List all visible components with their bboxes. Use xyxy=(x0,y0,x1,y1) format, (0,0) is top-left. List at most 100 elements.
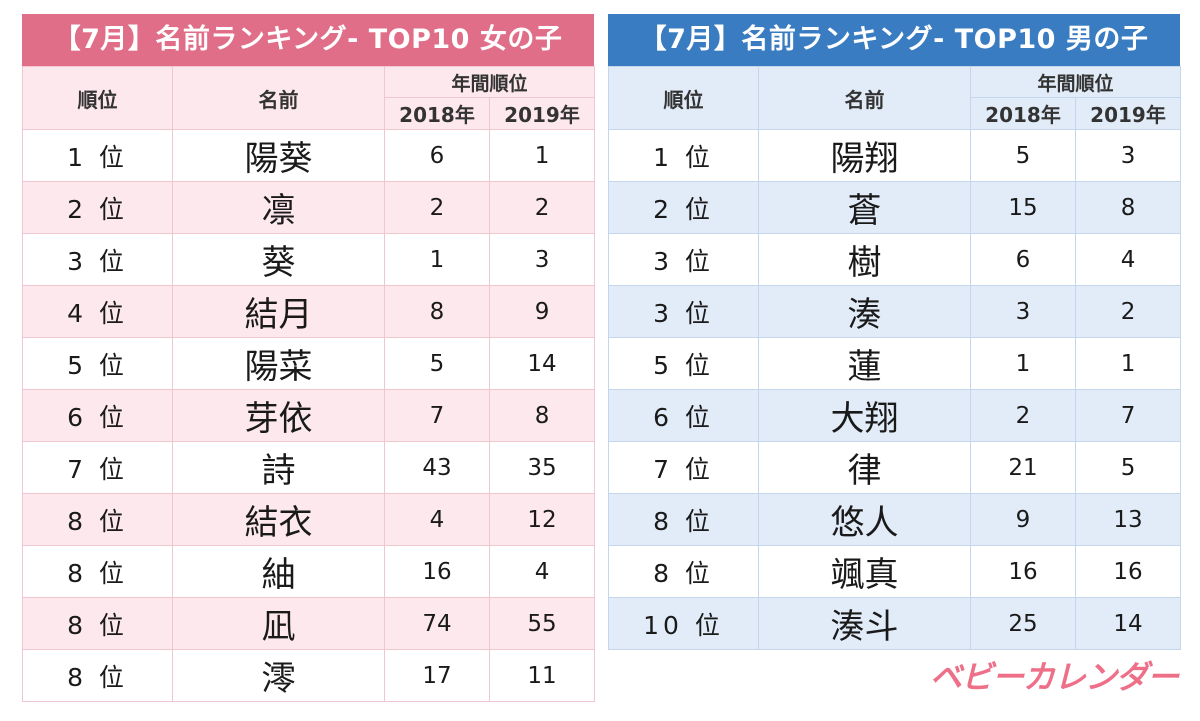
rank-cell: 7 位 xyxy=(22,441,173,494)
rank-2019-cell: 2 xyxy=(1074,285,1182,338)
ranking-row: 6 位大翔 2 7 xyxy=(608,389,1182,442)
rank-cell: 8 位 xyxy=(608,493,759,546)
name-cell: 芽依 xyxy=(172,389,385,442)
rank-cell: 10 位 xyxy=(608,597,759,650)
rank-2019-cell: 3 xyxy=(1074,129,1182,182)
ranking-row: 1 位陽葵 6 1 xyxy=(22,129,596,182)
ranking-row: 8 位澪 17 11 xyxy=(22,649,596,702)
name-cell: 結月 xyxy=(172,285,385,338)
rank-cell: 3 位 xyxy=(22,233,173,286)
rank-2018-cell: 21 xyxy=(970,441,1076,494)
rank-2018-cell: 43 xyxy=(384,441,490,494)
ranking-row: 2 位蒼 15 8 xyxy=(608,181,1182,234)
rank-2018-cell: 7 xyxy=(384,389,490,442)
rank-cell: 8 位 xyxy=(22,649,173,702)
ranking-row: 7 位律 21 5 xyxy=(608,441,1182,494)
rank-cell: 5 位 xyxy=(608,337,759,390)
rank-cell: 7 位 xyxy=(608,441,759,494)
name-cell: 紬 xyxy=(172,545,385,598)
year-2019-header: 2019年 xyxy=(488,97,596,130)
rank-2018-cell: 1 xyxy=(384,233,490,286)
rank-cell: 6 位 xyxy=(22,389,173,442)
name-cell: 葵 xyxy=(172,233,385,286)
rank-cell: 3 位 xyxy=(608,233,759,286)
rank-cell: 4 位 xyxy=(22,285,173,338)
rank-2019-cell: 4 xyxy=(488,545,596,598)
name-cell: 樹 xyxy=(758,233,971,286)
name-cell: 悠人 xyxy=(758,493,971,546)
ranking-row: 5 位陽菜 5 14 xyxy=(22,337,596,390)
rank-2018-cell: 25 xyxy=(970,597,1076,650)
rank-cell: 2 位 xyxy=(608,181,759,234)
name-column-header: 名前 xyxy=(172,66,385,130)
name-cell: 陽翔 xyxy=(758,129,971,182)
name-cell: 陽葵 xyxy=(172,129,385,182)
girls-ranking-title: 【7月】名前ランキング- TOP10 女の子 xyxy=(22,14,594,66)
rank-2019-cell: 11 xyxy=(488,649,596,702)
ranking-row: 8 位紬 16 4 xyxy=(22,545,596,598)
ranking-row: 8 位結衣 4 12 xyxy=(22,493,596,546)
year-2018-header: 2018年 xyxy=(384,97,490,130)
rank-2019-cell: 8 xyxy=(1074,181,1182,234)
rank-cell: 3 位 xyxy=(608,285,759,338)
year-2019-header: 2019年 xyxy=(1074,97,1182,130)
name-cell: 颯真 xyxy=(758,545,971,598)
rank-2018-cell: 8 xyxy=(384,285,490,338)
rank-2018-cell: 16 xyxy=(384,545,490,598)
rank-2018-cell: 3 xyxy=(970,285,1076,338)
year-2018-header: 2018年 xyxy=(970,97,1076,130)
rank-2018-cell: 2 xyxy=(384,181,490,234)
rank-2018-cell: 6 xyxy=(384,129,490,182)
rank-2019-cell: 1 xyxy=(1074,337,1182,390)
name-cell: 湊斗 xyxy=(758,597,971,650)
rank-2019-cell: 14 xyxy=(488,337,596,390)
rank-2019-cell: 12 xyxy=(488,493,596,546)
rank-2018-cell: 9 xyxy=(970,493,1076,546)
rank-2019-cell: 5 xyxy=(1074,441,1182,494)
annual-rank-group-header: 年間順位 xyxy=(383,66,596,98)
name-cell: 湊 xyxy=(758,285,971,338)
rank-2019-cell: 14 xyxy=(1074,597,1182,650)
name-cell: 陽菜 xyxy=(172,337,385,390)
rank-cell: 8 位 xyxy=(22,597,173,650)
ranking-row: 10 位湊斗 25 14 xyxy=(608,597,1182,650)
rank-2019-cell: 8 xyxy=(488,389,596,442)
rank-cell: 2 位 xyxy=(22,181,173,234)
name-cell: 大翔 xyxy=(758,389,971,442)
rank-2019-cell: 7 xyxy=(1074,389,1182,442)
name-cell: 凪 xyxy=(172,597,385,650)
name-column-header: 名前 xyxy=(758,66,971,130)
rank-2018-cell: 74 xyxy=(384,597,490,650)
ranking-row: 8 位颯真 16 16 xyxy=(608,545,1182,598)
rank-2019-cell: 1 xyxy=(488,129,596,182)
rank-2019-cell: 3 xyxy=(488,233,596,286)
rank-2018-cell: 5 xyxy=(970,129,1076,182)
ranking-row: 1 位陽翔 5 3 xyxy=(608,129,1182,182)
girls-ranking-panel: 【7月】名前ランキング- TOP10 女の子 順位 名前 年間順位 2018年 … xyxy=(22,14,596,702)
ranking-row: 7 位詩 43 35 xyxy=(22,441,596,494)
name-cell: 律 xyxy=(758,441,971,494)
name-cell: 結衣 xyxy=(172,493,385,546)
rank-cell: 1 位 xyxy=(22,129,173,182)
rank-2019-cell: 55 xyxy=(488,597,596,650)
name-cell: 蒼 xyxy=(758,181,971,234)
ranking-row: 6 位芽依 7 8 xyxy=(22,389,596,442)
rank-2018-cell: 16 xyxy=(970,545,1076,598)
rank-2018-cell: 6 xyxy=(970,233,1076,286)
rank-2018-cell: 17 xyxy=(384,649,490,702)
rank-cell: 8 位 xyxy=(608,545,759,598)
name-cell: 蓮 xyxy=(758,337,971,390)
name-cell: 凛 xyxy=(172,181,385,234)
rank-2019-cell: 9 xyxy=(488,285,596,338)
rank-2019-cell: 13 xyxy=(1074,493,1182,546)
rank-cell: 8 位 xyxy=(22,545,173,598)
ranking-row: 8 位凪 74 55 xyxy=(22,597,596,650)
rank-2018-cell: 1 xyxy=(970,337,1076,390)
